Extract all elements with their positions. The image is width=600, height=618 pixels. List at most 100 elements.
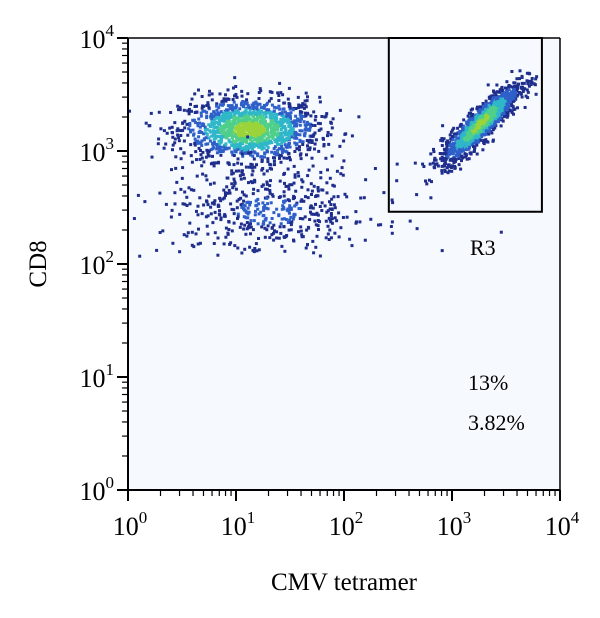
data-point [220, 115, 224, 118]
data-point [453, 166, 457, 170]
data-point [342, 159, 346, 163]
data-point [466, 114, 470, 118]
data-point [282, 207, 286, 211]
data-point [329, 236, 333, 240]
data-point [456, 126, 460, 130]
data-point [322, 144, 326, 148]
data-point [259, 106, 263, 110]
data-point [224, 99, 228, 103]
data-point [241, 121, 245, 125]
data-point [427, 178, 431, 182]
data-point [158, 231, 162, 234]
data-point [249, 150, 253, 154]
data-point [483, 117, 487, 121]
data-point [310, 156, 314, 160]
data-point [218, 147, 222, 151]
data-point [240, 205, 244, 209]
data-point [261, 183, 265, 187]
data-point [193, 137, 197, 141]
data-point [495, 83, 499, 87]
data-point [179, 134, 183, 137]
data-point [282, 190, 286, 194]
data-point [227, 139, 231, 143]
data-point [251, 122, 255, 126]
data-point [313, 147, 316, 151]
data-point [311, 212, 315, 216]
data-point [304, 195, 307, 199]
data-point [462, 145, 466, 149]
data-point [265, 187, 269, 191]
data-point [230, 150, 234, 154]
data-point [209, 205, 213, 209]
data-point [237, 135, 241, 139]
data-point [248, 106, 252, 109]
data-point [326, 209, 330, 213]
data-point [297, 230, 300, 234]
data-point [455, 146, 459, 150]
data-point [458, 130, 462, 133]
data-point [446, 139, 450, 143]
data-point [316, 213, 320, 217]
data-point [278, 179, 282, 183]
data-point [446, 155, 450, 159]
data-point [193, 92, 197, 96]
data-point [491, 96, 495, 100]
data-point [495, 115, 499, 119]
data-point [339, 226, 343, 230]
data-point [250, 163, 254, 167]
data-point [240, 162, 243, 166]
data-point [279, 91, 283, 95]
data-point [261, 201, 265, 205]
data-point [302, 199, 306, 203]
data-point [230, 133, 234, 137]
data-point [496, 100, 500, 103]
data-point [196, 213, 200, 217]
data-point [240, 114, 244, 117]
data-point [207, 136, 211, 140]
data-point [207, 106, 211, 110]
data-point [293, 131, 297, 135]
data-point [358, 220, 362, 224]
data-point [265, 144, 269, 147]
data-point [253, 106, 257, 110]
data-point [306, 112, 310, 116]
data-point [223, 214, 227, 218]
data-point [205, 178, 209, 182]
data-point [440, 169, 444, 173]
data-point [313, 131, 317, 135]
data-point [236, 217, 239, 220]
data-point [320, 188, 324, 192]
data-point [244, 116, 248, 120]
data-point [500, 92, 504, 96]
data-point [496, 120, 500, 124]
data-point [261, 145, 265, 149]
data-point [175, 129, 179, 133]
data-point [227, 220, 231, 224]
data-point [218, 92, 222, 96]
x-axis-label: CMV tetramer [271, 569, 418, 596]
data-point [484, 102, 488, 106]
data-point [415, 193, 419, 197]
data-point [252, 136, 256, 140]
data-point [205, 104, 209, 107]
data-point [522, 88, 526, 92]
data-point [216, 135, 220, 139]
data-point [267, 136, 271, 140]
data-point [252, 187, 256, 191]
data-point [313, 118, 317, 122]
data-point [479, 121, 483, 125]
data-point [238, 138, 242, 142]
data-point [281, 149, 285, 153]
data-point [330, 126, 334, 130]
data-point [225, 114, 229, 118]
data-point [243, 120, 247, 124]
data-point [335, 219, 339, 223]
data-point [476, 140, 480, 144]
data-point [319, 170, 323, 174]
data-point [138, 254, 142, 258]
data-point [473, 148, 476, 152]
data-point [273, 112, 277, 116]
data-point [330, 208, 334, 211]
gate-r3[interactable] [387, 37, 543, 213]
data-point [284, 115, 288, 118]
